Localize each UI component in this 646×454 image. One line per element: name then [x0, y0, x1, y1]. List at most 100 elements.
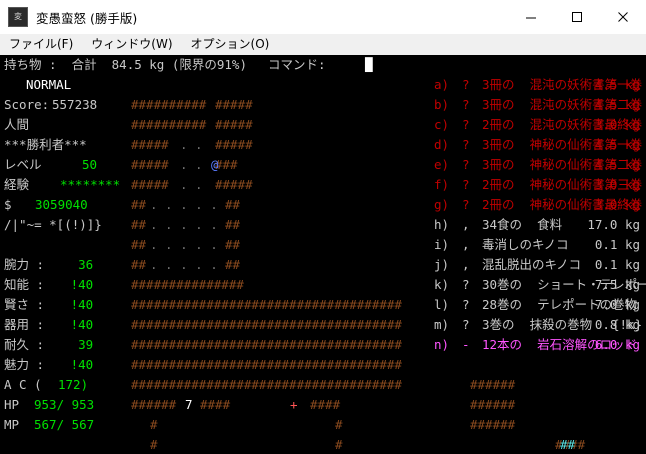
command-cursor[interactable]: █: [365, 57, 373, 72]
inventory-row[interactable]: h), 34食の 食料 17.0 kg: [0, 215, 646, 235]
inventory-symbol: ?: [462, 117, 470, 132]
inventory-weight: 7.0 kg: [594, 297, 640, 312]
inventory-weight: 3.0 kg: [594, 197, 640, 212]
inventory-inscription: {!k}: [612, 317, 643, 332]
dungeon-map: ########## ##### ########## ##### #####. . ##…: [0, 55, 646, 454]
exp-label: 経験: [4, 177, 30, 192]
inventory-name: 30巻の ショート・テレポートの巻物: [482, 277, 646, 292]
stat-value-2: !40: [48, 297, 94, 312]
inventory-weight: 4.5 kg: [594, 157, 640, 172]
stat-label-4: 耐久 :: [4, 337, 45, 352]
inventory-row[interactable]: a)?3冊の 混沌の妖術書第一巻{@ma!k}4.5 kg: [0, 75, 646, 95]
inventory-tag: a): [434, 77, 450, 92]
title-bar: 変 変愚蛮怒 (勝手版): [0, 0, 646, 35]
inventory-name: 3冊の 混沌の妖術書第二巻: [482, 97, 643, 112]
map-tile: #####: [215, 177, 253, 192]
inventory-symbol: ?: [462, 277, 470, 292]
inventory-row[interactable]: i), 毒消しのキノコ 0.1 kg: [0, 235, 646, 255]
inventory-tag: d): [434, 137, 450, 152]
inventory-symbol: ,: [462, 217, 470, 232]
stat-value-5: !40: [48, 357, 94, 372]
map-tile: ##: [131, 237, 147, 252]
map-tile: #####: [131, 157, 169, 172]
inventory-symbol: ?: [462, 97, 470, 112]
map-tile: #: [335, 417, 343, 432]
inventory-weight: 0.1 kg: [594, 237, 640, 252]
minimize-button[interactable]: [508, 1, 554, 34]
map-tile: #: [150, 417, 158, 432]
maximize-button[interactable]: [554, 1, 600, 34]
stat-label-1: 知能 :: [4, 277, 45, 292]
inventory-row[interactable]: l)? 28巻の テレポートの巻物 7.0 kg: [0, 295, 646, 315]
menu-item-file[interactable]: ファイル(F): [9, 37, 74, 51]
inventory-tag: l): [434, 297, 450, 312]
level-label: レベル: [4, 157, 42, 172]
inventory-weight: 4.5 kg: [594, 77, 640, 92]
inventory-weight: 3.0 kg: [594, 117, 640, 132]
inventory-weight: 0.1 kg: [594, 257, 640, 272]
game-screen[interactable]: ########## ##### ########## ##### #####. . ##…: [0, 55, 646, 454]
maximize-icon: [572, 12, 582, 22]
stat-value-0: 36: [48, 257, 94, 272]
map-tile: . . . . .: [150, 257, 218, 272]
map-tile: ##: [225, 237, 241, 252]
inventory-weight: 4.5 kg: [594, 137, 640, 152]
map-tile: . .: [180, 137, 203, 152]
inventory-row[interactable]: d)?3冊の 神秘の仙術書第一巻{@me!k}4.5 kg: [0, 135, 646, 155]
inventory-row[interactable]: m)? 3巻の 抹殺の巻物 {!k} 0.8 kg: [0, 315, 646, 335]
inventory-tag: i): [434, 237, 450, 252]
stat-label-3: 器用 :: [4, 317, 45, 332]
inventory-name: 3巻の 抹殺の巻物: [482, 317, 593, 332]
inventory-row[interactable]: g)?2冊の 神秘の仙術書最終巻{@mh!k}3.0 kg: [0, 195, 646, 215]
map-tile: . .: [180, 177, 203, 192]
map-tile: ##: [225, 257, 241, 272]
map-tile: ####################################: [131, 377, 402, 392]
map-tile: ####################################: [131, 297, 402, 312]
map-tile: ##########: [131, 97, 207, 112]
inventory-row[interactable]: f)?2冊の 神秘の仙術書第三巻{@mg!k}3.0 kg: [0, 175, 646, 195]
inventory-symbol: ,: [462, 237, 470, 252]
stat-value-1: !40: [48, 277, 94, 292]
race-label: 人間: [4, 117, 30, 132]
inventory-tag: m): [434, 317, 450, 332]
hp-label: HP: [4, 397, 20, 412]
inventory-row[interactable]: j), 混乱脱出のキノコ 0.1 kg: [0, 255, 646, 275]
player-title: ***勝利者***: [4, 137, 87, 152]
inventory-tag: f): [434, 177, 450, 192]
map-tile: 7: [185, 397, 193, 412]
inventory-row[interactable]: c)?2冊の 混沌の妖術書最終巻{@md!k}3.0 kg: [0, 115, 646, 135]
inventory-row[interactable]: n)-12本の 岩石溶解のロッド{@z1=g}6.0 kg: [0, 335, 646, 355]
armor-class-value: 172): [58, 377, 89, 392]
inventory-header: 持ち物 : 合計 84.5 kg (限界の91%): [4, 57, 247, 72]
inventory-row[interactable]: b)?3冊の 混沌の妖術書第二巻{@mb!k}4.5 kg: [0, 95, 646, 115]
menu-item-option[interactable]: オプション(O): [190, 37, 270, 51]
command-label: コマンド:: [268, 57, 326, 72]
map-tile: ##########: [131, 117, 207, 132]
mp-label: MP: [4, 417, 20, 432]
equipment-line: /|"~= *[(!)]}: [4, 217, 102, 232]
menu-bar: ファイル(F) ウィンドウ(W) オプション(O): [0, 34, 646, 56]
inventory-tag: e): [434, 157, 450, 172]
menu-item-window[interactable]: ウィンドウ(W): [91, 37, 173, 51]
inventory-weight: 7.5 kg: [594, 277, 640, 292]
inventory-tag: j): [434, 257, 450, 272]
map-tile: #####: [215, 137, 253, 152]
inventory-tag: c): [434, 117, 450, 132]
map-tile: ##: [225, 197, 241, 212]
minimize-icon: [526, 17, 536, 19]
mp-value: 567/ 567: [34, 417, 95, 432]
inventory-row[interactable]: e)?3冊の 神秘の仙術書第二巻{@mf!k}4.5 kg: [0, 155, 646, 175]
map-tile: ######: [470, 417, 516, 432]
inventory-symbol: ?: [462, 157, 470, 172]
window-title: 変愚蛮怒 (勝手版): [36, 10, 138, 26]
inventory-name: 3冊の 神秘の仙術書第二巻: [482, 157, 643, 172]
close-button[interactable]: [600, 1, 646, 34]
map-tile: #####: [215, 97, 253, 112]
inventory-weight: 6.0 kg: [594, 337, 640, 352]
map-tile: #: [150, 437, 158, 452]
map-tile: ####################################: [131, 337, 402, 352]
map-tile: ##: [560, 437, 576, 452]
inventory-name: 3冊の 神秘の仙術書第一巻: [482, 137, 643, 152]
map-tile: ##: [131, 217, 147, 232]
